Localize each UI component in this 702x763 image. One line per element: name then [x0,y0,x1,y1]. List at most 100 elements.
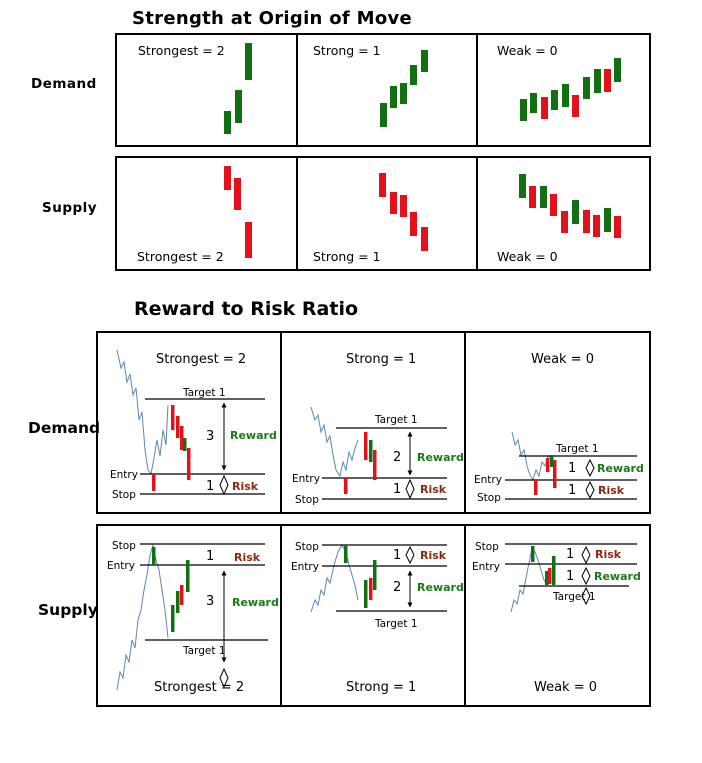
panel-divider [280,331,282,514]
candle-red [421,227,428,251]
candle-green [373,560,377,590]
stop-label: Stop [112,489,136,501]
candle-green [152,547,156,565]
candle-green [245,43,252,80]
candle-green [380,103,387,127]
entry-label: Entry [474,474,502,486]
level-label-strong: Strong = 1 [346,352,417,367]
reward-label: Reward [594,570,641,583]
candle-green [594,69,601,93]
level-label-weak: Weak = 0 [497,249,558,264]
level-label-strongest: Strongest = 2 [137,249,224,264]
row-label-demand: Demand [31,76,97,92]
candle-green [224,111,231,134]
candle-red [593,215,600,237]
candle-green [183,438,187,451]
risk-diamond [219,667,229,689]
candle-green [550,455,554,467]
candle-green [344,545,348,563]
entry-label: Entry [107,560,135,572]
candle-red [180,426,184,450]
risk-label: Risk [420,483,447,496]
level-label-strong: Strong = 1 [346,680,417,695]
panel-divider [296,156,298,271]
section1-title: Strength at Origin of Move [132,8,413,29]
price-line [310,543,359,613]
target-label: Target 1 [374,414,418,426]
candle-red [187,448,191,480]
candle-green [400,83,407,104]
candle-green [390,86,397,108]
candle-red [180,585,184,605]
candle-green [519,174,526,198]
level-label-weak: Weak = 0 [497,43,558,58]
reward-ratio: 3 [206,429,214,444]
level-label-strong: Strong = 1 [313,249,381,264]
candle-red [561,211,568,233]
target-label: Target 1 [374,618,418,630]
risk-label: Risk [420,549,447,562]
panel-divider [476,156,478,271]
level-label-weak: Weak = 0 [531,352,595,367]
risk-label: Risk [595,548,622,561]
candle-red [176,416,180,438]
reward-ratio: 1 [566,569,574,584]
candle-red [534,480,538,495]
reward-label: Reward [417,451,464,464]
reward-label: Reward [597,462,644,475]
supply-strength-panel [115,156,651,271]
risk-ratio: 1 [206,479,214,494]
row-label-demand: Demand [28,419,101,437]
risk-diamond [219,474,229,496]
candle-green [364,580,368,608]
candle-red [245,222,252,258]
price-line [116,544,169,691]
candle-red [224,166,231,190]
reward-diamond [581,566,591,586]
reward-ratio: 2 [393,580,401,595]
candle-green [410,65,417,85]
reward-label: Reward [417,581,464,594]
candle-green [421,50,428,72]
candle-green [530,93,537,113]
candle-red [379,173,386,197]
demand-ratio-panel [96,331,651,514]
candle-green [531,546,535,562]
reward-label: Reward [232,596,279,609]
reward-diamond [585,458,595,478]
risk-ratio: 1 [393,482,401,497]
level-label-weak: Weak = 0 [534,680,598,695]
candle-red [550,194,557,216]
price-line [510,546,548,613]
candle-green [583,77,590,99]
candle-green [552,556,556,585]
candle-green [545,571,549,585]
risk-label: Risk [598,484,625,497]
candle-red [529,186,536,208]
reward-ratio: 2 [393,450,401,465]
entry-label: Entry [291,561,319,573]
candle-red [390,192,397,214]
candle-red [548,568,552,584]
candle-red [171,405,175,430]
stop-label: Stop [475,541,499,553]
level-label-strongest: Strongest = 2 [156,352,247,367]
candle-red [572,95,579,117]
panel-divider [280,524,282,707]
candle-red [344,478,348,494]
candle-red [553,460,557,488]
candle-red [604,69,611,92]
risk-diamond [405,545,415,565]
panel-divider [464,331,466,514]
risk-label: Risk [232,480,259,493]
candle-red [410,212,417,236]
entry-label: Entry [292,473,320,485]
panel-divider [296,33,298,147]
candle-red [234,178,241,210]
candle-green [171,605,175,632]
risk-diamond [581,545,591,565]
reward-ratio: 3 [206,594,214,609]
price-line [310,406,359,478]
level-label-strong: Strong = 1 [313,43,381,58]
